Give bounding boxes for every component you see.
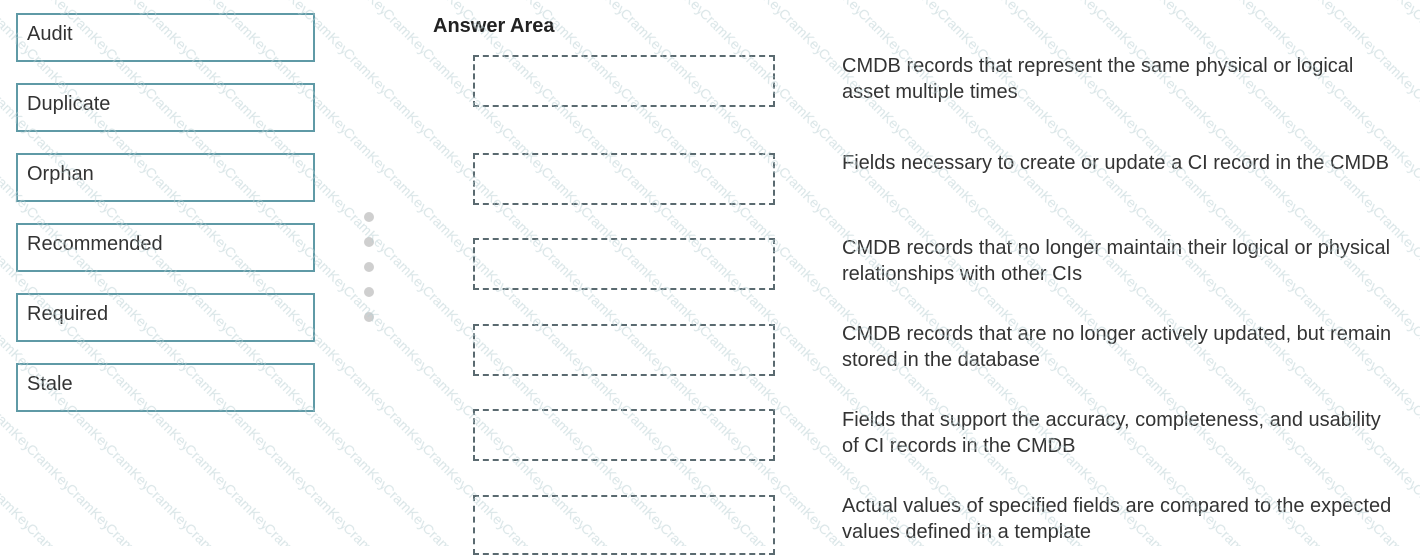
answer-area-title: Answer Area <box>433 15 555 37</box>
option-recommended[interactable]: Recommended <box>16 223 315 272</box>
handle-dot <box>364 312 374 322</box>
description-1: CMDB records that represent the same phy… <box>842 55 1354 103</box>
drop-slot-6[interactable] <box>473 495 775 555</box>
drop-slot-1[interactable] <box>473 55 775 107</box>
option-label: Audit <box>27 23 73 45</box>
description-6: Actual values of specified fields are co… <box>842 495 1392 543</box>
option-duplicate[interactable]: Duplicate <box>16 83 315 132</box>
handle-dot <box>364 237 374 247</box>
option-label: Required <box>27 303 109 325</box>
handle-dot <box>364 262 374 272</box>
description-3: CMDB records that no longer maintain the… <box>842 237 1391 285</box>
handle-dot <box>364 212 374 222</box>
option-stale[interactable]: Stale <box>16 363 315 412</box>
description-4: CMDB records that are no longer actively… <box>842 323 1392 371</box>
handle-dot <box>364 287 374 297</box>
option-label: Orphan <box>27 163 94 185</box>
drop-slot-4[interactable] <box>473 324 775 376</box>
option-label: Recommended <box>27 233 163 255</box>
drop-slot-2[interactable] <box>473 153 775 205</box>
drop-slot-5[interactable] <box>473 409 775 461</box>
description-5: Fields that support the accuracy, comple… <box>842 409 1381 457</box>
drop-slot-3[interactable] <box>473 238 775 290</box>
option-label: Duplicate <box>27 93 111 115</box>
option-required[interactable]: Required <box>16 293 315 342</box>
option-label: Stale <box>27 373 73 395</box>
description-2: Fields necessary to create or update a C… <box>842 152 1389 174</box>
option-orphan[interactable]: Orphan <box>16 153 315 202</box>
option-audit[interactable]: Audit <box>16 13 315 62</box>
